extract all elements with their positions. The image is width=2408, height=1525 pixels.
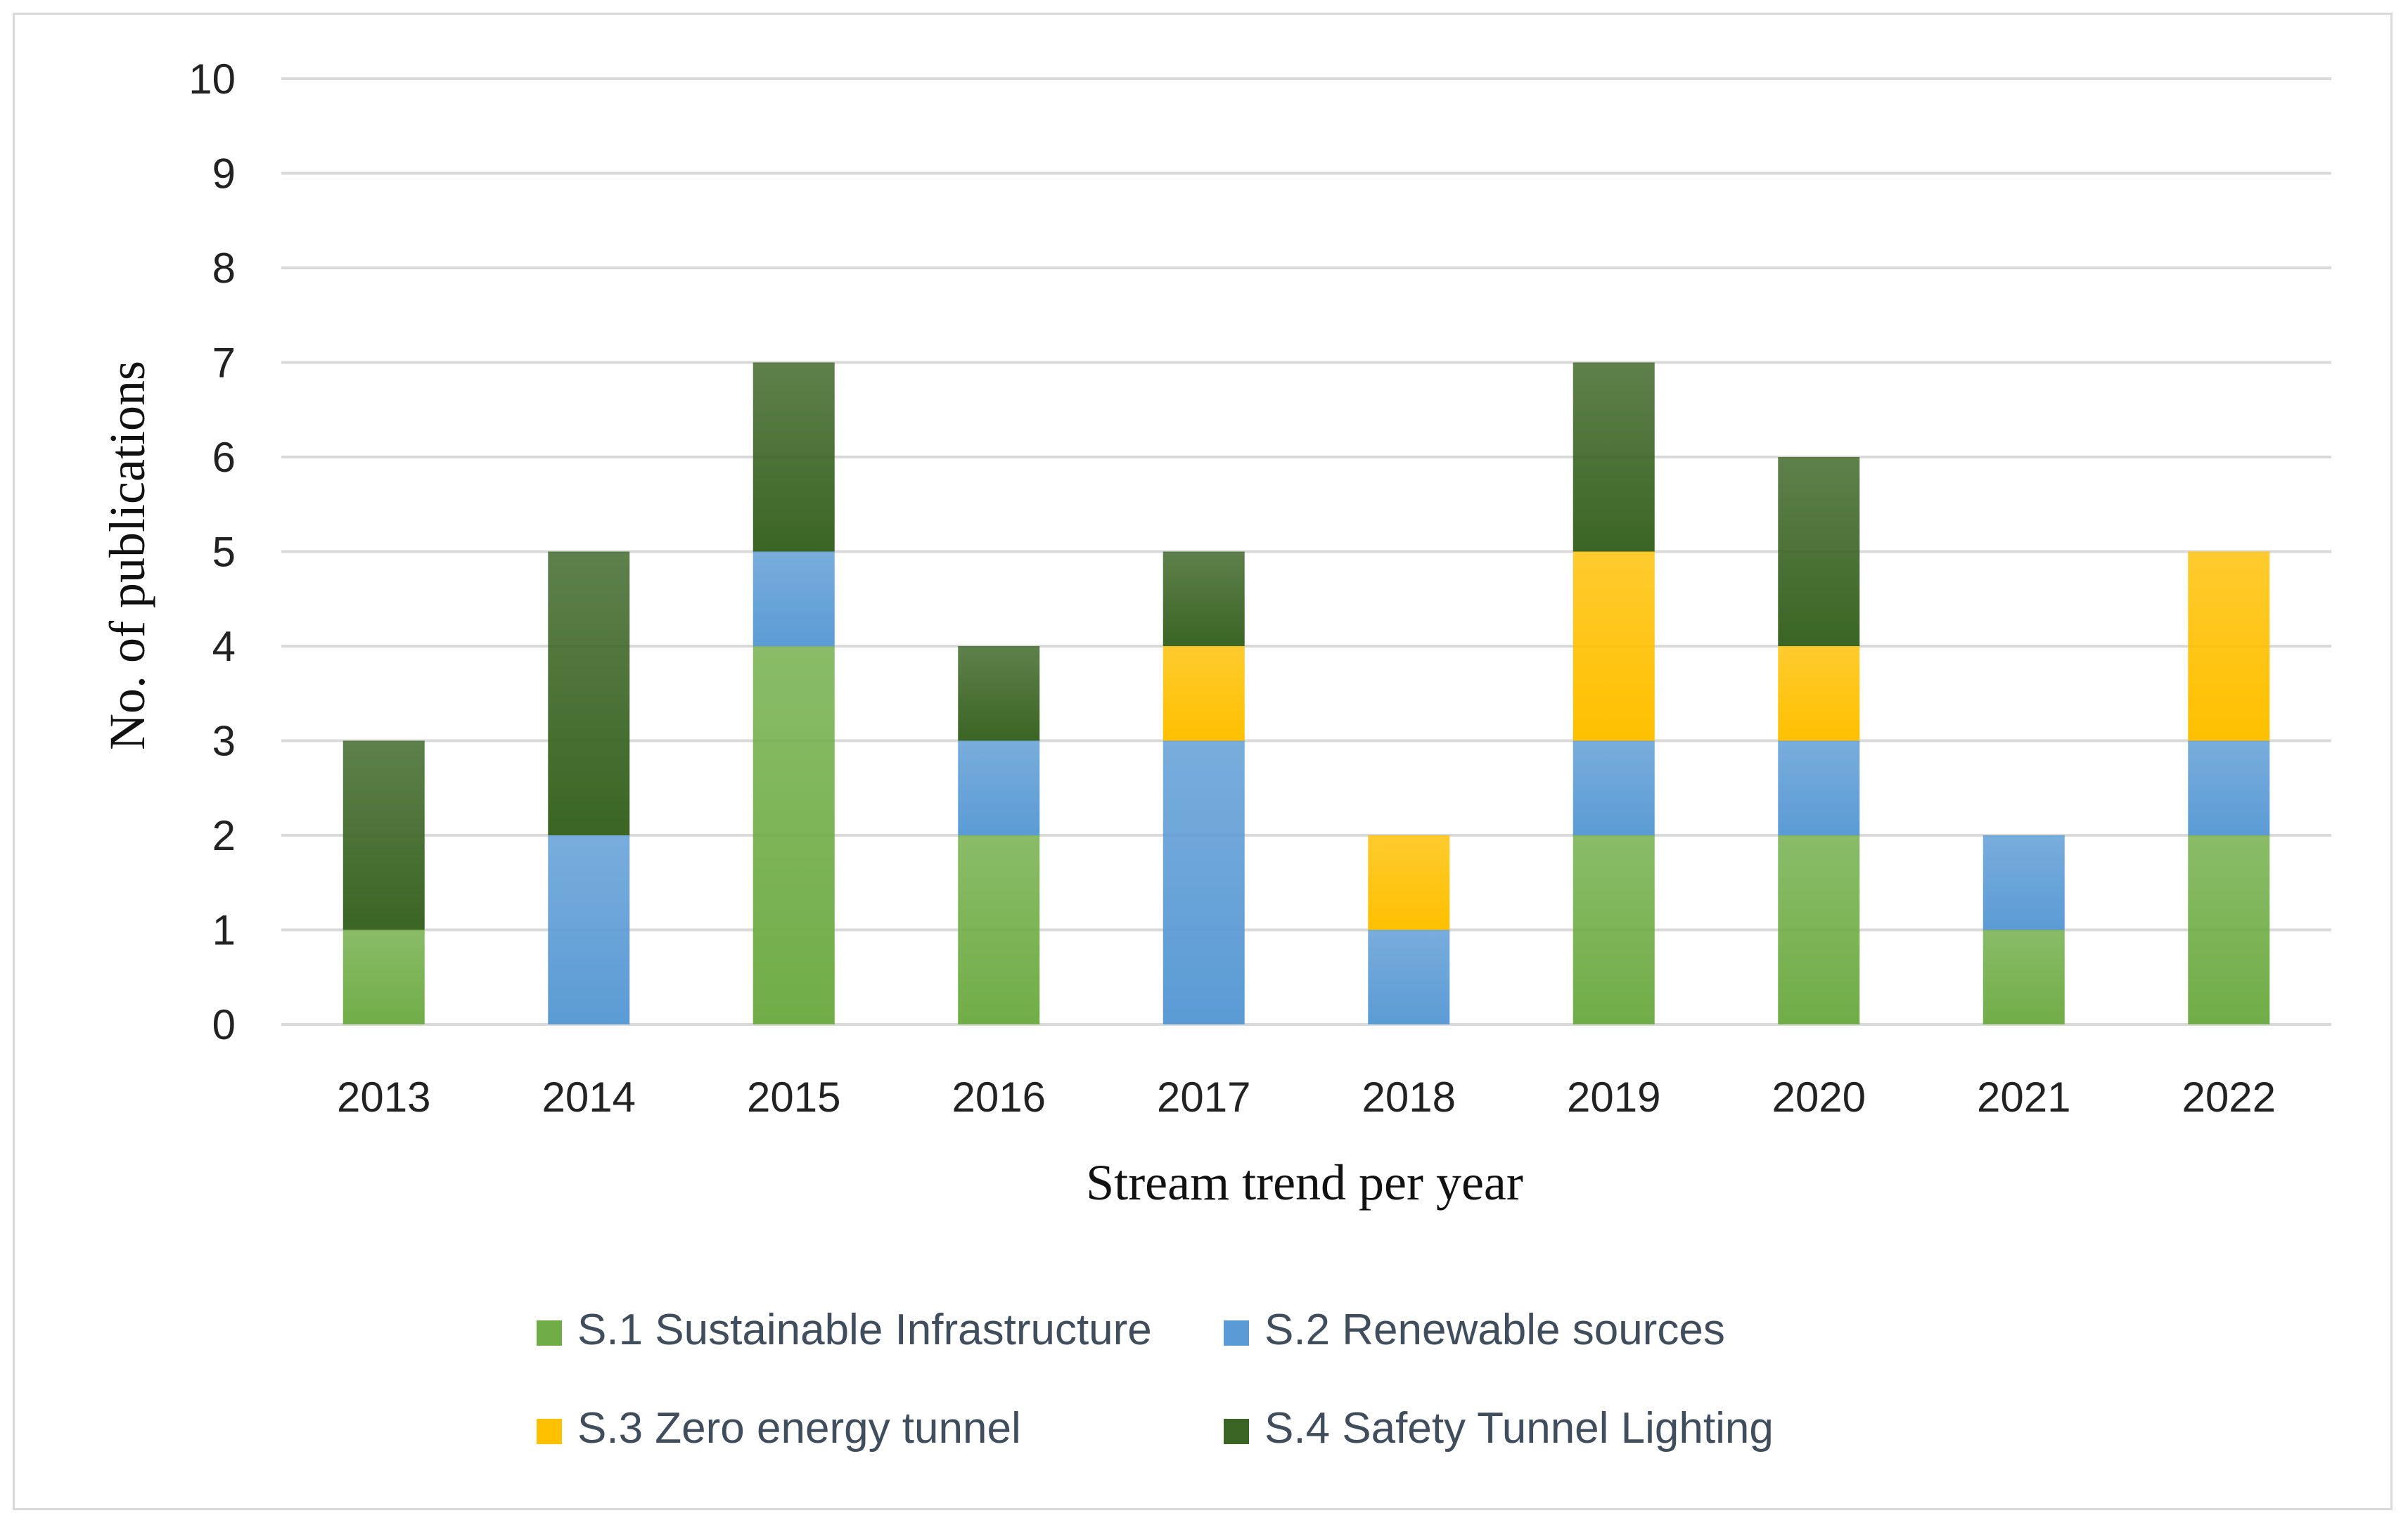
y-axis-ticks: 0 1 2 3 4 5 6 7 8 9 10 xyxy=(188,56,236,1048)
bar-segment xyxy=(1163,646,1245,741)
legend-label: S.4 Safety Tunnel Lighting xyxy=(1264,1404,1774,1453)
y-tick-label: 0 xyxy=(212,1001,236,1048)
bar-segment xyxy=(342,740,425,930)
x-tick-label: 2017 xyxy=(1157,1074,1250,1121)
legend-item: S.2 Renewable sources xyxy=(1224,1306,1725,1354)
bars xyxy=(342,362,2270,1024)
bar-segment xyxy=(958,835,1040,1024)
y-tick-label: 4 xyxy=(212,623,236,670)
bar-segment xyxy=(1778,835,1860,1024)
legend-label: S.3 Zero energy tunnel xyxy=(577,1404,1021,1453)
x-tick-label: 2015 xyxy=(747,1074,840,1121)
legend-item: S.1 Sustainable Infrastructure xyxy=(537,1306,1152,1354)
bar-segment xyxy=(1163,740,1245,1024)
legend-swatch xyxy=(1224,1419,1249,1444)
y-tick-label: 10 xyxy=(188,56,236,103)
bar-segment xyxy=(2188,835,2270,1024)
bar-segment xyxy=(342,929,425,1024)
legend-label: S.1 Sustainable Infrastructure xyxy=(577,1306,1152,1354)
x-tick-label: 2018 xyxy=(1362,1074,1456,1121)
y-axis-label: No. of publications xyxy=(99,361,155,750)
bar-segment xyxy=(1778,646,1860,741)
legend-swatch xyxy=(537,1320,562,1346)
y-tick-label: 3 xyxy=(212,718,236,765)
bar-segment xyxy=(958,740,1040,835)
bar-segment xyxy=(548,835,630,1024)
bar-segment xyxy=(1983,929,2065,1024)
legend-swatch xyxy=(537,1419,562,1444)
legend-item: S.3 Zero energy tunnel xyxy=(537,1404,1021,1453)
bar-segment xyxy=(1573,740,1655,835)
bar-segment xyxy=(2188,740,2270,835)
bar-segment xyxy=(1163,551,1245,646)
legend: S.1 Sustainable Infrastructure S.2 Renewa… xyxy=(537,1306,1774,1453)
bar-segment xyxy=(1778,457,1860,646)
legend-item: S.4 Safety Tunnel Lighting xyxy=(1224,1404,1774,1453)
bar-segment xyxy=(2188,551,2270,741)
x-axis-label: Stream trend per year xyxy=(1086,1154,1523,1211)
bar-segment xyxy=(548,551,630,835)
y-tick-label: 5 xyxy=(212,529,236,576)
legend-label: S.2 Renewable sources xyxy=(1264,1306,1725,1354)
y-tick-label: 6 xyxy=(212,434,236,481)
y-tick-label: 8 xyxy=(212,245,236,292)
bar-segment xyxy=(1368,835,1450,930)
bar-segment xyxy=(1573,551,1655,741)
x-tick-label: 2021 xyxy=(1977,1074,2070,1121)
y-tick-label: 9 xyxy=(212,150,236,198)
bar-segment xyxy=(752,362,835,552)
y-tick-label: 2 xyxy=(212,812,236,859)
legend-swatch xyxy=(1224,1320,1249,1346)
bar-segment xyxy=(1573,835,1655,1024)
bar-segment xyxy=(1573,362,1655,552)
x-tick-label: 2016 xyxy=(952,1074,1046,1121)
x-axis-ticks: 2013 2014 2015 2016 2017 2018 2019 2020 2021 2022 xyxy=(337,1074,2276,1121)
x-tick-label: 2014 xyxy=(542,1074,636,1121)
bar-segment xyxy=(1778,740,1860,835)
x-tick-label: 2013 xyxy=(337,1074,430,1121)
x-tick-label: 2022 xyxy=(2182,1074,2276,1121)
bar-segment xyxy=(958,646,1040,741)
bar-segment xyxy=(1368,929,1450,1024)
x-tick-label: 2020 xyxy=(1772,1074,1866,1121)
bar-segment xyxy=(752,551,835,646)
y-tick-label: 7 xyxy=(212,340,236,387)
x-tick-label: 2019 xyxy=(1567,1074,1660,1121)
y-tick-label: 1 xyxy=(212,907,236,954)
bar-segment xyxy=(1983,835,2065,930)
bar-segment xyxy=(752,646,835,1024)
